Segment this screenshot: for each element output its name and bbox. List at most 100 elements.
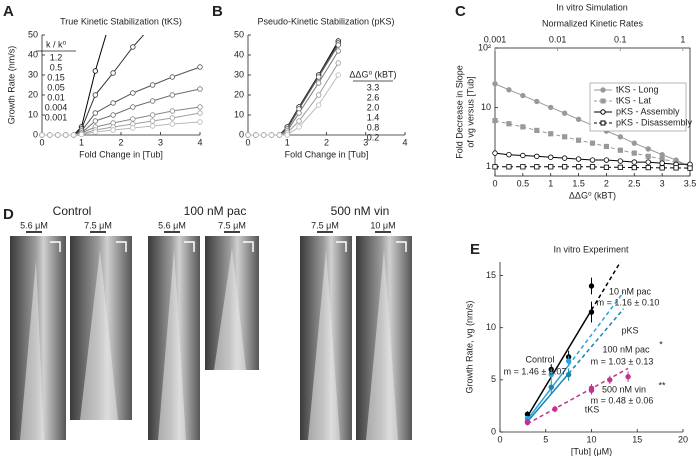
- data-point: [524, 419, 531, 426]
- legend-title: ΔΔG⁰ (kBT): [349, 69, 396, 79]
- data-point: [47, 132, 53, 138]
- data-point: [92, 110, 99, 116]
- data-point: [631, 150, 637, 156]
- x-tick-label: 1: [285, 137, 290, 147]
- data-point: [645, 164, 651, 171]
- legend: ΔΔG⁰ (kBT) 3.32.62.01.40.80.2: [349, 69, 396, 142]
- data-point: [562, 164, 568, 170]
- annotation: Control: [525, 354, 554, 364]
- data-point: [276, 132, 283, 138]
- legend-entry: 2.0: [367, 102, 380, 112]
- data-point: [548, 104, 554, 111]
- series-line: [248, 74, 339, 136]
- legend-entry: 0.001: [45, 112, 68, 122]
- annotation: 100 nM pac: [602, 344, 650, 354]
- y-tick-label: 10²: [478, 42, 491, 52]
- data-point: [617, 164, 623, 170]
- legend-marker: [600, 98, 606, 104]
- data-point: [130, 44, 136, 50]
- concentration-label: 7.5 μM: [311, 220, 339, 230]
- data-point: [575, 116, 582, 123]
- data-point: [631, 164, 637, 171]
- data-point: [631, 159, 637, 165]
- data-point: [589, 157, 596, 163]
- data-point: [197, 110, 203, 116]
- y-tick-label: 40: [28, 49, 38, 59]
- data-point: [197, 104, 203, 110]
- series-line: [248, 40, 339, 136]
- data-point: [284, 132, 290, 138]
- data-point: [130, 116, 136, 122]
- x2-tick-label: 0.001: [484, 34, 507, 44]
- x-tick-label: 2: [118, 137, 123, 147]
- data-point: [245, 132, 251, 138]
- x-tick-label: 3.5: [684, 178, 697, 188]
- x-axis-label: Fold Change in [Tub]: [79, 149, 163, 159]
- y-tick-label: 50: [234, 29, 244, 39]
- data-point: [149, 112, 156, 118]
- data-point: [39, 132, 45, 138]
- data-point: [659, 151, 665, 158]
- data-point: [315, 92, 322, 98]
- panel-label: C: [455, 3, 466, 20]
- x2-tick-label: 0.01: [549, 34, 567, 44]
- series-line: [495, 166, 691, 169]
- data-point: [645, 153, 651, 159]
- data-point: [673, 165, 679, 171]
- data-point: [603, 143, 610, 150]
- data-point: [625, 374, 631, 380]
- concentration-label: 7.5 μM: [84, 220, 112, 230]
- legend-title: k / k⁰: [46, 39, 67, 49]
- data-point: [687, 165, 693, 171]
- data-point: [589, 140, 596, 146]
- data-point: [296, 118, 302, 124]
- x-tick-label: 0.5: [517, 178, 530, 188]
- kymograph-images: [10, 236, 412, 440]
- data-point: [565, 371, 572, 378]
- x-tick-label: 0: [497, 434, 502, 444]
- data-point: [492, 164, 498, 170]
- annotation: pKS: [621, 325, 638, 335]
- y-tick-label: 10: [28, 109, 38, 119]
- chart-title: In vitro Experiment: [553, 244, 629, 254]
- data-point: [169, 115, 176, 121]
- y-tick-label: 20: [234, 89, 244, 99]
- data-point: [197, 119, 203, 125]
- x2-tick-label: 0.1: [614, 34, 627, 44]
- data-point: [617, 134, 624, 140]
- plot-area: [245, 38, 341, 138]
- legend-entry: 0.8: [367, 122, 380, 132]
- data-point: [149, 98, 156, 104]
- data-point: [552, 406, 558, 412]
- chart-title: Pseudo-Kinetic Stabilization (pKS): [257, 16, 394, 26]
- data-point: [520, 152, 526, 159]
- data-point: [55, 132, 61, 138]
- data-point: [562, 134, 568, 140]
- legend-entry: 0.2: [367, 132, 380, 142]
- legend-entry: pKS - Disassembly: [616, 117, 693, 127]
- data-point: [617, 147, 623, 153]
- data-point: [492, 150, 498, 156]
- data-point: [197, 64, 203, 70]
- data-point: [110, 112, 116, 118]
- y-tick-label: 20: [28, 89, 38, 99]
- group-title: Control: [53, 204, 92, 218]
- data-point: [149, 123, 156, 129]
- plot-area: [39, 35, 203, 138]
- legend-entry: 2.6: [367, 92, 380, 102]
- data-point: [169, 92, 176, 98]
- panel-label: B: [212, 3, 223, 20]
- y-axis-label: Growth Rate, vg (nm/s): [464, 300, 474, 393]
- legend-entry: 0.01: [47, 92, 65, 102]
- data-point: [92, 68, 99, 74]
- data-point: [506, 164, 512, 170]
- data-point: [149, 118, 156, 124]
- data-point: [534, 164, 540, 170]
- y-tick-label: 10: [481, 102, 491, 112]
- data-point: [589, 164, 596, 170]
- fit-line: [568, 291, 625, 366]
- data-point: [588, 283, 595, 289]
- data-point: [335, 42, 341, 48]
- data-point: [92, 118, 99, 124]
